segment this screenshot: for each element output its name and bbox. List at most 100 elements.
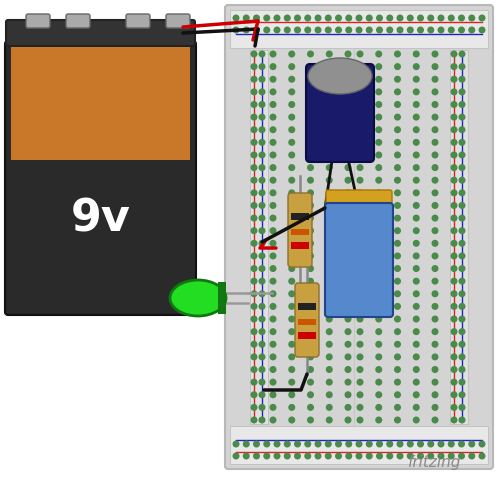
Circle shape xyxy=(308,228,314,233)
Circle shape xyxy=(357,215,363,221)
Circle shape xyxy=(432,367,438,372)
Circle shape xyxy=(469,15,474,21)
Circle shape xyxy=(326,379,332,385)
Circle shape xyxy=(254,27,260,33)
Circle shape xyxy=(289,329,294,334)
Circle shape xyxy=(451,102,457,107)
Circle shape xyxy=(376,417,382,423)
Ellipse shape xyxy=(170,280,226,316)
Circle shape xyxy=(308,241,314,246)
Circle shape xyxy=(376,165,382,170)
Circle shape xyxy=(459,76,465,82)
Circle shape xyxy=(394,89,400,95)
Circle shape xyxy=(233,27,239,33)
Circle shape xyxy=(270,367,276,372)
Circle shape xyxy=(244,441,249,447)
Circle shape xyxy=(284,15,290,21)
Circle shape xyxy=(289,316,294,322)
Circle shape xyxy=(345,215,351,221)
Circle shape xyxy=(376,354,382,360)
Circle shape xyxy=(376,228,382,233)
Circle shape xyxy=(459,342,465,347)
Circle shape xyxy=(414,228,419,233)
Circle shape xyxy=(308,215,314,221)
Circle shape xyxy=(336,441,342,447)
Circle shape xyxy=(284,441,290,447)
Circle shape xyxy=(432,178,438,183)
Circle shape xyxy=(376,178,382,183)
Circle shape xyxy=(394,114,400,120)
Circle shape xyxy=(264,27,270,33)
Circle shape xyxy=(376,278,382,284)
Circle shape xyxy=(414,165,419,170)
Circle shape xyxy=(432,228,438,233)
Circle shape xyxy=(414,392,419,397)
Circle shape xyxy=(414,76,419,82)
Circle shape xyxy=(270,76,276,82)
Circle shape xyxy=(432,215,438,221)
Circle shape xyxy=(308,51,314,57)
Circle shape xyxy=(251,203,257,208)
Circle shape xyxy=(428,27,434,33)
Circle shape xyxy=(418,27,424,33)
Circle shape xyxy=(357,102,363,107)
Circle shape xyxy=(451,342,457,347)
Circle shape xyxy=(414,291,419,297)
Circle shape xyxy=(270,329,276,334)
Bar xyxy=(291,228,309,235)
Circle shape xyxy=(270,139,276,145)
Circle shape xyxy=(259,165,265,170)
Circle shape xyxy=(376,316,382,322)
Circle shape xyxy=(376,89,382,95)
Circle shape xyxy=(357,152,363,158)
Circle shape xyxy=(376,253,382,259)
Circle shape xyxy=(451,114,457,120)
Circle shape xyxy=(251,329,257,334)
FancyBboxPatch shape xyxy=(66,14,90,28)
Circle shape xyxy=(270,190,276,196)
Circle shape xyxy=(308,152,314,158)
Circle shape xyxy=(346,453,352,459)
Circle shape xyxy=(394,64,400,69)
Circle shape xyxy=(345,152,351,158)
Circle shape xyxy=(259,329,265,334)
Circle shape xyxy=(451,354,457,360)
Circle shape xyxy=(414,316,419,322)
Circle shape xyxy=(357,127,363,133)
Circle shape xyxy=(432,152,438,158)
Circle shape xyxy=(289,303,294,309)
Circle shape xyxy=(259,51,265,57)
Circle shape xyxy=(376,329,382,334)
FancyBboxPatch shape xyxy=(26,14,50,28)
Circle shape xyxy=(244,27,249,33)
FancyBboxPatch shape xyxy=(166,14,190,28)
Circle shape xyxy=(451,76,457,82)
Circle shape xyxy=(459,266,465,272)
Circle shape xyxy=(376,102,382,107)
Circle shape xyxy=(438,27,444,33)
Circle shape xyxy=(233,441,239,447)
Circle shape xyxy=(432,291,438,297)
Circle shape xyxy=(357,51,363,57)
Circle shape xyxy=(345,316,351,322)
Circle shape xyxy=(432,127,438,133)
Circle shape xyxy=(432,392,438,397)
Circle shape xyxy=(376,27,382,33)
Circle shape xyxy=(357,89,363,95)
Circle shape xyxy=(289,89,294,95)
Circle shape xyxy=(326,228,332,233)
FancyBboxPatch shape xyxy=(126,14,150,28)
Circle shape xyxy=(259,190,265,196)
Circle shape xyxy=(394,303,400,309)
Circle shape xyxy=(305,453,310,459)
Circle shape xyxy=(308,354,314,360)
Circle shape xyxy=(376,152,382,158)
Circle shape xyxy=(376,51,382,57)
Circle shape xyxy=(233,453,239,459)
Circle shape xyxy=(451,379,457,385)
Circle shape xyxy=(251,354,257,360)
Circle shape xyxy=(289,51,294,57)
Circle shape xyxy=(432,329,438,334)
Circle shape xyxy=(270,178,276,183)
Circle shape xyxy=(357,241,363,246)
